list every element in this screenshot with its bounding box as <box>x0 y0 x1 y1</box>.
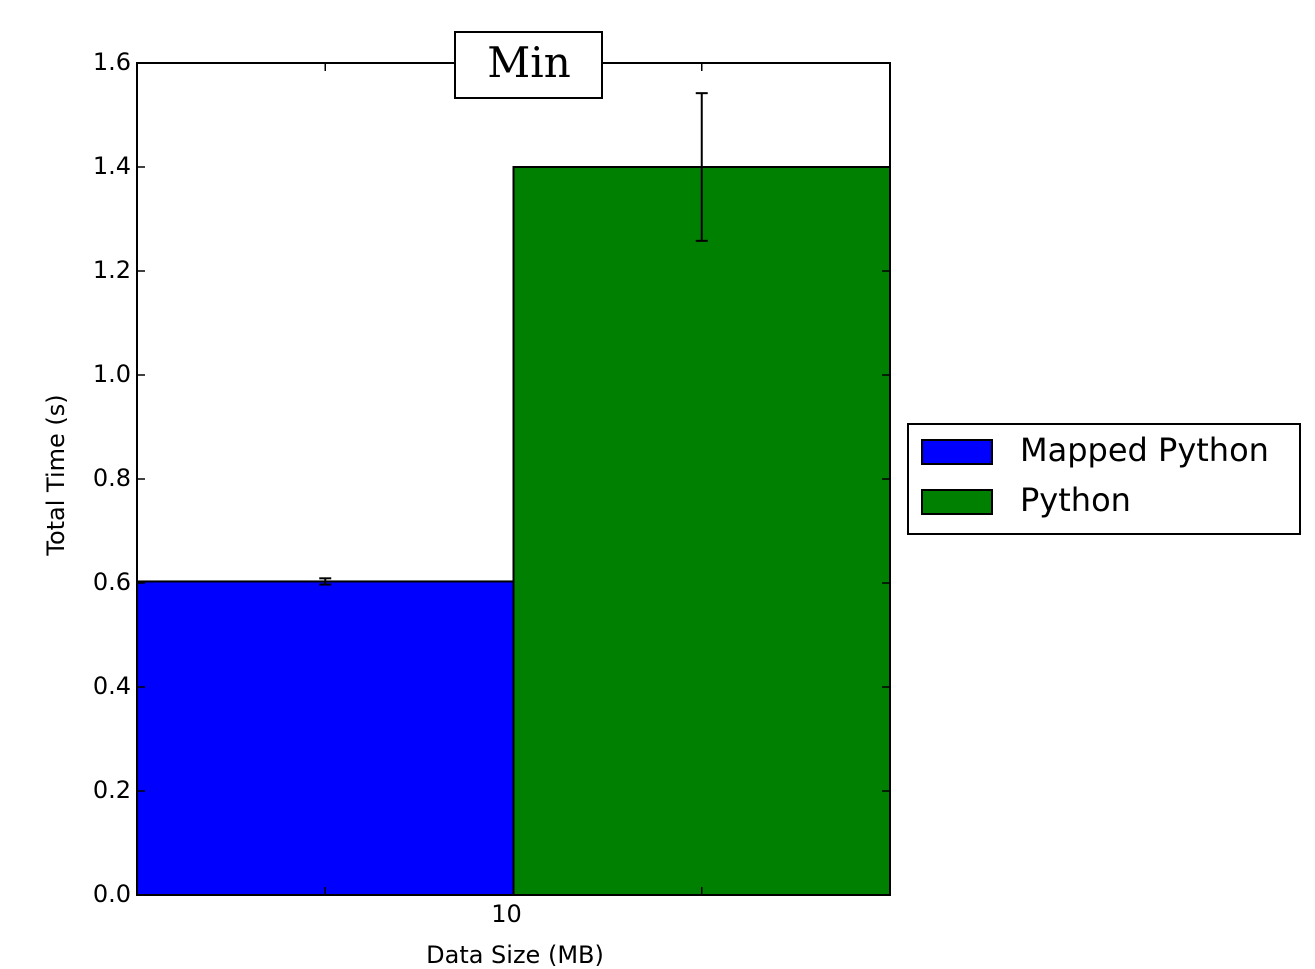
y-tick-label: 1.4 <box>93 152 131 180</box>
y-tick-label: 1.2 <box>93 256 131 284</box>
y-tick-label: 1.0 <box>93 360 131 388</box>
legend-swatch <box>921 439 993 465</box>
y-tick-label: 0.2 <box>93 776 131 804</box>
y-tick-label: 0.8 <box>93 464 131 492</box>
y-tick-label: 0.0 <box>93 880 131 908</box>
y-tick-label: 0.4 <box>93 672 131 700</box>
legend-swatch <box>921 489 993 515</box>
legend-label: Python <box>1020 481 1131 519</box>
title-box <box>454 31 603 99</box>
legend-label: Mapped Python <box>1020 431 1269 469</box>
bar <box>136 580 515 896</box>
error-bar <box>695 92 708 242</box>
error-bar <box>319 577 332 586</box>
bar <box>512 166 891 896</box>
y-tick-label: 0.6 <box>93 568 131 596</box>
chart-title: Min <box>487 38 571 87</box>
x-tick-label: 10 <box>491 900 522 928</box>
y-tick-label: 1.6 <box>93 48 131 76</box>
x-axis-label: Data Size (MB) <box>426 941 604 969</box>
y-axis-label: Total Time (s) <box>42 394 70 556</box>
